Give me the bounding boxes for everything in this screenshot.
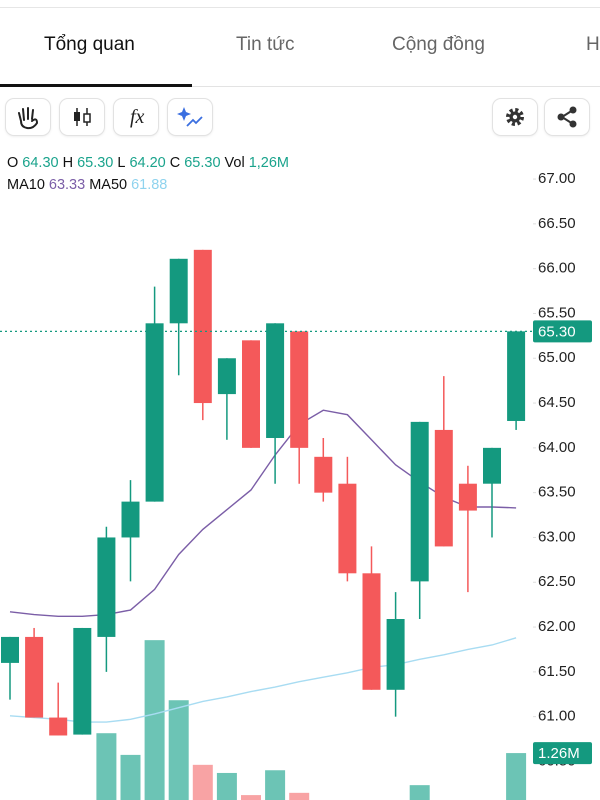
legend-value: 63.33	[48, 177, 86, 193]
hand-icon	[18, 107, 39, 130]
draw-tool-button[interactable]	[6, 99, 50, 135]
candle-icon	[74, 108, 91, 126]
candle-body	[121, 501, 140, 538]
indicator-icon: fx	[130, 106, 145, 128]
y-tick-label: 62.50	[538, 573, 576, 590]
y-tick-label: 65.00	[538, 349, 576, 366]
candle-body	[193, 249, 212, 404]
y-tick-label: 67.00	[538, 170, 576, 187]
legend: O 64.30 H 65.30 L 64.20 C 65.30 Vol 1,26M MA10 63.…	[7, 152, 293, 196]
y-tick-label: 65.50	[538, 304, 576, 321]
last-price-box	[533, 320, 592, 343]
legend-key: MA50	[89, 177, 128, 193]
volume-bar	[120, 754, 141, 800]
volume-layer	[96, 640, 527, 800]
settings-button[interactable]	[493, 99, 537, 135]
indicator-button[interactable]: fx	[114, 99, 158, 135]
volume-bar	[265, 770, 286, 800]
y-tick-label: 64.00	[538, 439, 576, 456]
share-button[interactable]	[545, 99, 589, 135]
y-tick-label: 61.50	[538, 663, 576, 680]
legend-key: H	[62, 155, 74, 171]
candle-body	[410, 421, 429, 582]
legend-key: L	[117, 155, 126, 171]
candle-body	[73, 627, 92, 735]
candle-body	[25, 636, 44, 718]
last-volume-label: 1.26M	[538, 745, 580, 762]
y-tick-label: 63.50	[538, 484, 576, 501]
candle-body	[217, 358, 236, 395]
chart-type-button[interactable]	[60, 99, 104, 135]
y-tick-label: 62.00	[538, 618, 576, 635]
last-price-label: 65.30	[538, 323, 576, 340]
volume-bar	[409, 785, 430, 800]
candle-layer	[1, 249, 526, 736]
candle-body	[242, 340, 260, 448]
y-tick-label: 61.00	[538, 708, 576, 725]
legend-value: 64.20	[129, 155, 166, 171]
y-tick-label: 63.00	[538, 528, 576, 545]
candle-body	[97, 537, 116, 637]
legend-value: 1,26M	[248, 155, 289, 171]
legend-key: C	[169, 155, 181, 171]
candle-body	[458, 483, 477, 511]
sparkle-icon	[177, 107, 203, 127]
volume-bar	[168, 700, 189, 800]
volume-bar	[506, 753, 527, 800]
share-icon	[557, 106, 577, 128]
candle-body	[507, 331, 526, 421]
active-tab-indicator	[0, 84, 192, 87]
volume-bar	[144, 640, 165, 800]
candle-body	[362, 573, 381, 690]
volume-bar	[289, 792, 310, 800]
volume-bar	[241, 795, 261, 800]
candle-body	[1, 636, 19, 663]
candle-body	[434, 429, 453, 547]
volume-bar	[96, 733, 117, 800]
ma-layer	[9, 409, 517, 723]
candle-body	[266, 323, 285, 439]
legend-key: O	[7, 155, 19, 171]
y-tick-label: 66.50	[538, 215, 576, 232]
ma-row: MA10 63.33 MA50 61.88	[7, 174, 293, 196]
candle-body	[483, 447, 501, 484]
y-tick-label: 66.00	[538, 260, 576, 277]
indicator-icon-text: fx	[130, 106, 145, 128]
candle-body	[49, 717, 68, 736]
tab[interactable]: Tổng quan	[44, 34, 135, 55]
ai-button[interactable]	[168, 99, 212, 135]
legend-key: Vol	[224, 155, 245, 171]
legend-value: 61.88	[131, 177, 168, 193]
volume-bar	[216, 772, 237, 800]
candle-body	[314, 456, 333, 493]
last-volume-box	[533, 742, 592, 765]
candle-body	[169, 258, 188, 324]
ohlc-row: O 64.30 H 65.30 L 64.20 C 65.30 Vol 1,26M	[7, 152, 293, 174]
candle-body	[145, 323, 164, 502]
ma50-line	[9, 637, 517, 723]
tab[interactable]: Tin tức	[236, 34, 295, 55]
gear-icon	[506, 108, 524, 126]
candle-body	[290, 331, 309, 448]
legend-key: MA10	[7, 177, 45, 193]
tab[interactable]: Cộng đồng	[392, 34, 485, 55]
legend-value: 65.30	[184, 155, 221, 171]
tab-divider	[0, 86, 600, 87]
tab[interactable]: H	[586, 34, 600, 55]
candle-body	[338, 483, 357, 574]
top-divider	[0, 7, 600, 8]
candle-body	[386, 619, 405, 690]
legend-value: 65.30	[77, 155, 114, 171]
ma10-line	[9, 409, 517, 618]
volume-bar	[192, 764, 213, 800]
y-tick-label: 64.50	[538, 394, 576, 411]
legend-value: 64.30	[22, 155, 59, 171]
